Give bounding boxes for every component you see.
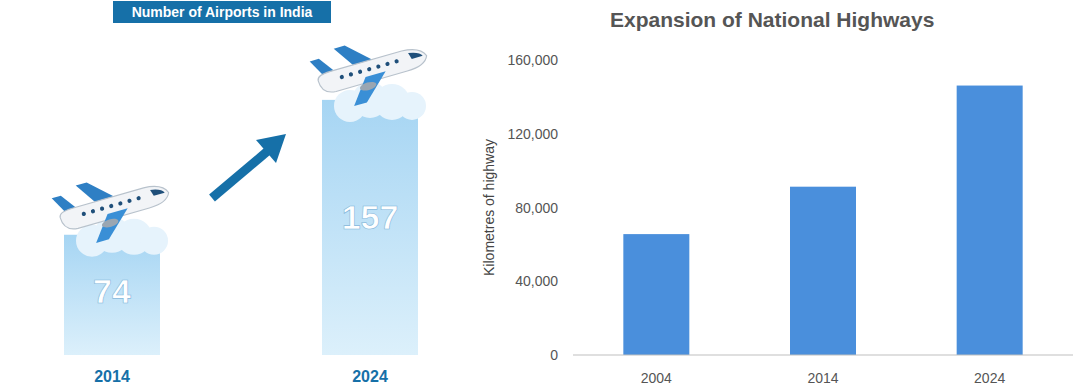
arrow-head — [256, 134, 286, 163]
wing — [347, 71, 392, 106]
y-tick-label: 40,000 — [515, 273, 558, 289]
x-axis-line — [573, 355, 1073, 356]
window — [394, 59, 399, 64]
y-tick-label: 120,000 — [507, 126, 558, 142]
y-axis-label: Kilometres of highway — [481, 139, 497, 276]
window — [367, 67, 372, 72]
window — [348, 72, 353, 77]
window — [385, 61, 390, 66]
arrow-shaft — [212, 149, 270, 198]
bars — [623, 86, 1022, 355]
fuselage — [59, 182, 172, 233]
bar — [322, 100, 418, 355]
bar — [64, 235, 160, 355]
window — [357, 69, 362, 74]
cockpit — [150, 186, 165, 196]
bars — [64, 100, 418, 355]
window — [99, 206, 104, 211]
x-tick-label: 2024 — [974, 370, 1005, 386]
bar — [623, 234, 689, 355]
chart-title: Expansion of National Highways — [610, 8, 934, 31]
cloud-puff — [140, 227, 168, 255]
data-label: 74 — [93, 272, 131, 310]
window — [90, 209, 95, 214]
bar — [790, 187, 856, 355]
window — [81, 211, 86, 216]
window — [127, 198, 132, 203]
engine — [101, 217, 120, 229]
y-tick-label: 80,000 — [515, 200, 558, 216]
window — [339, 74, 344, 79]
wing — [89, 208, 134, 243]
title-banner — [113, 1, 331, 23]
x-tick-label: 2004 — [641, 370, 672, 386]
cockpit — [408, 49, 423, 59]
canvas: Number of Airports in India 2014 2024 74 157… — [0, 0, 1088, 387]
x-tick-label: 2024 — [352, 368, 388, 385]
window — [136, 196, 141, 201]
x-tick-label: 2014 — [807, 370, 838, 386]
cloud-puff — [398, 92, 426, 120]
chart-title: Number of Airports in India — [132, 4, 313, 20]
x-tick-label: 2014 — [94, 368, 130, 385]
growth-arrow — [212, 134, 286, 198]
window — [118, 201, 123, 206]
window — [109, 203, 114, 208]
window — [376, 64, 381, 69]
fuselage — [317, 45, 430, 96]
bar — [957, 86, 1023, 355]
y-tick-label: 0 — [550, 347, 558, 363]
data-label: 157 — [342, 198, 399, 236]
y-tick-label: 160,000 — [507, 52, 558, 68]
engine — [359, 80, 378, 92]
airplane-icon — [50, 161, 176, 251]
airplane-icon — [308, 25, 434, 115]
